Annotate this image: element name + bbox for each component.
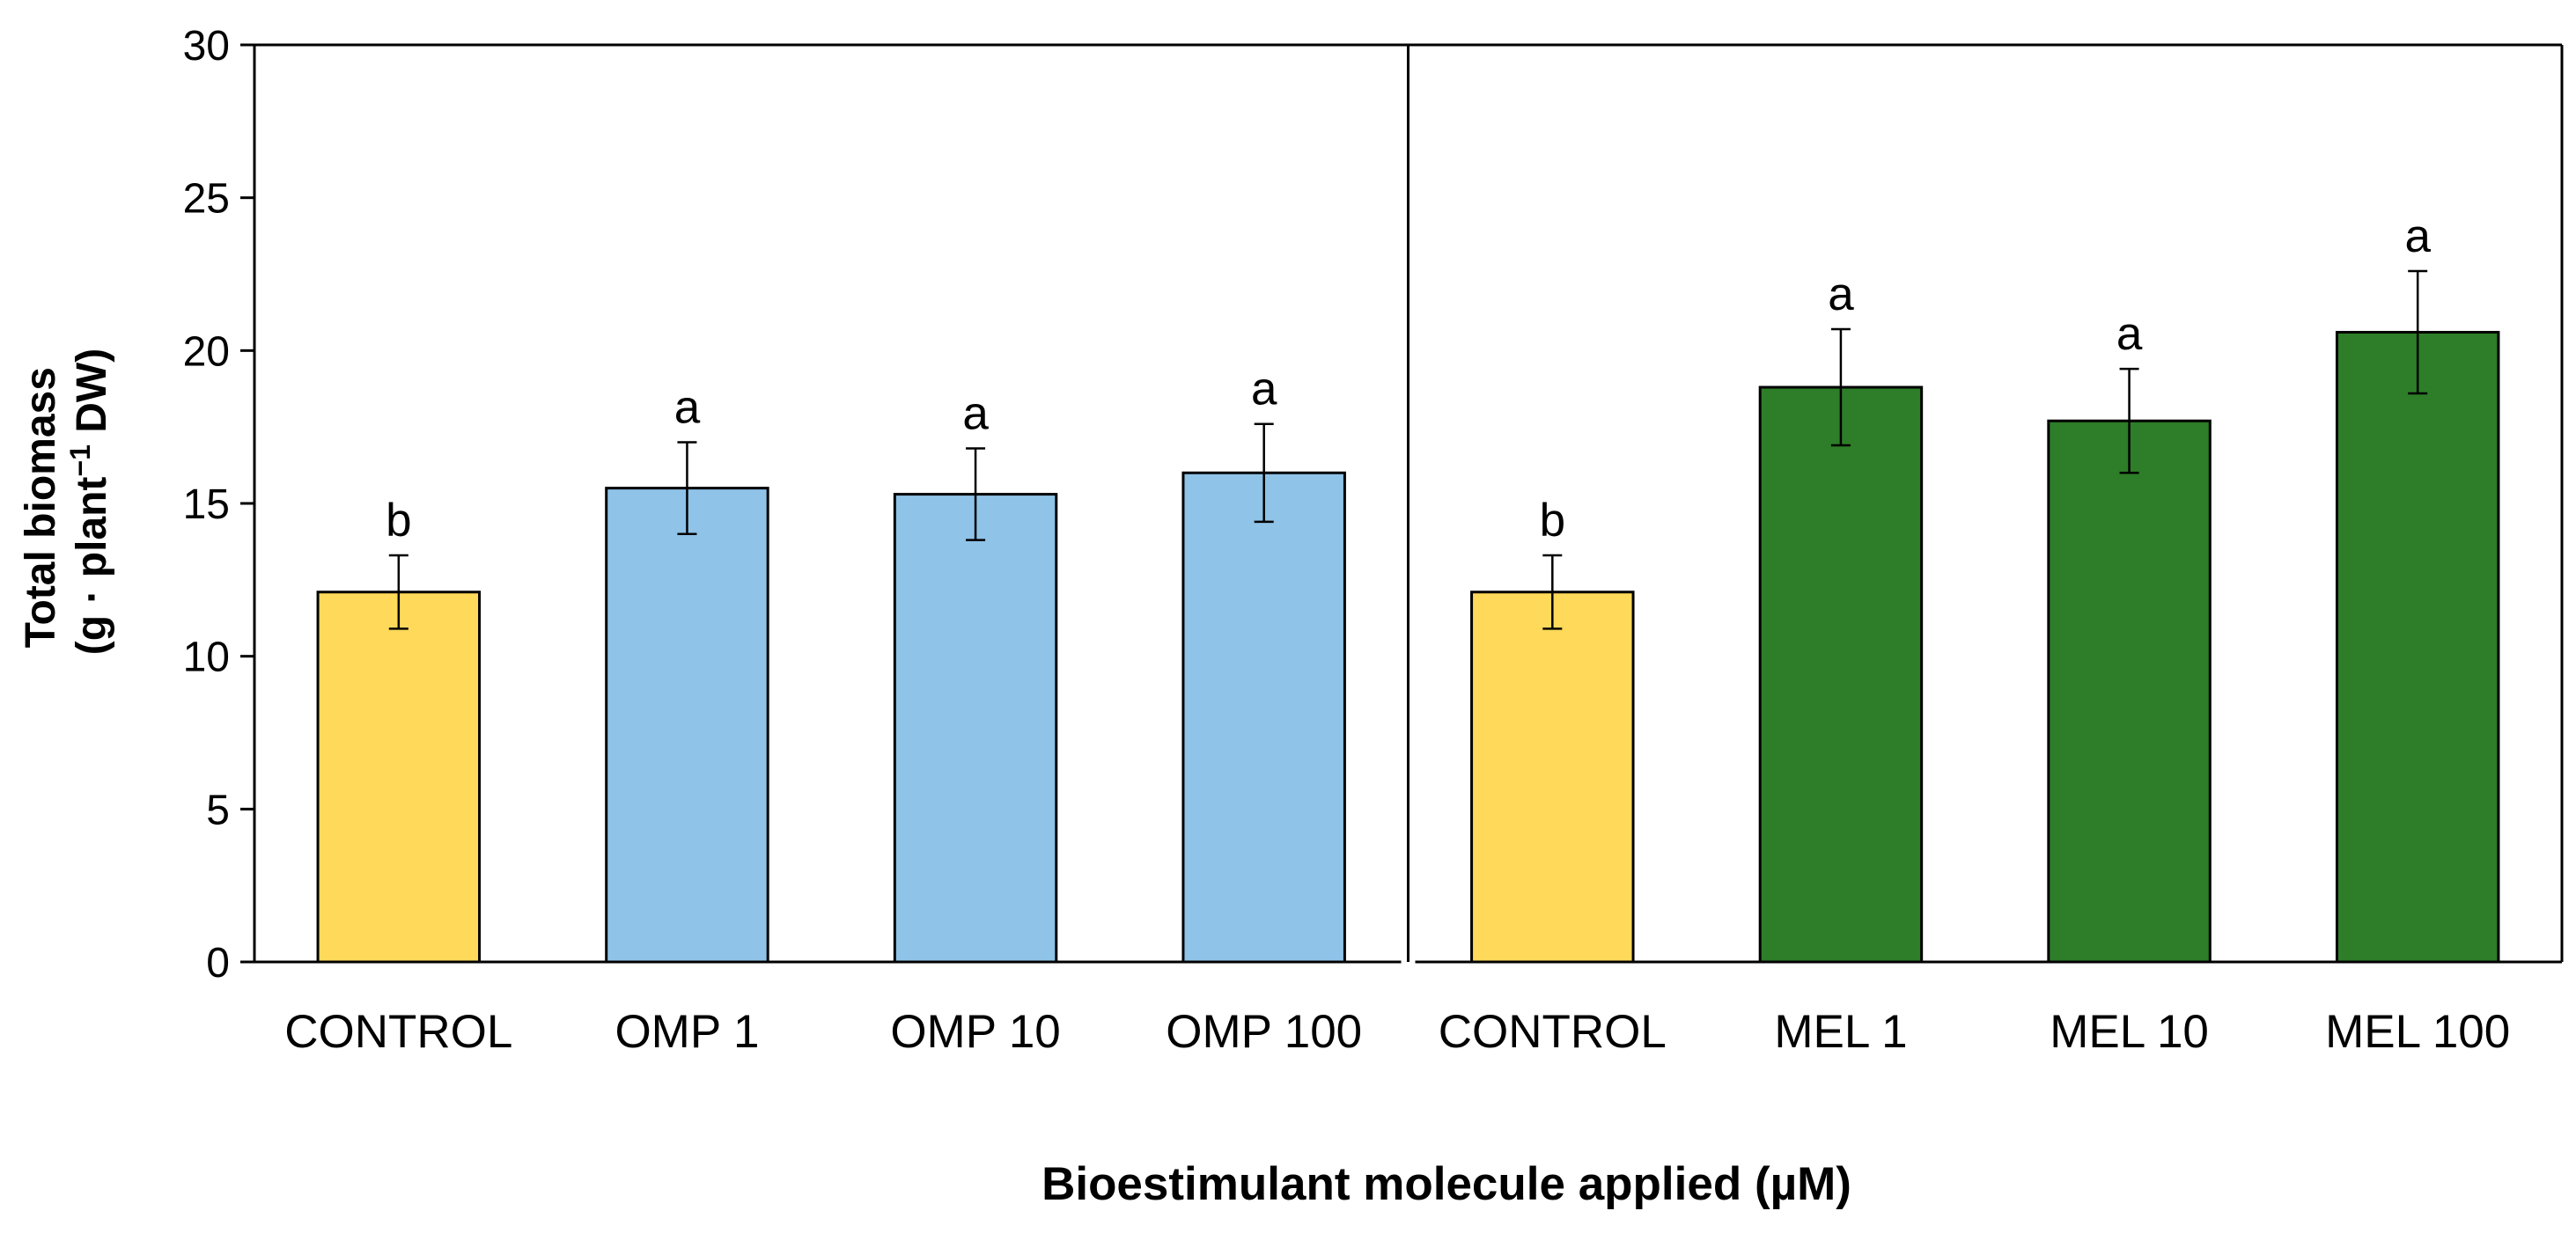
y-axis-title-line2: (g · plant: [69, 477, 115, 656]
significance-letters: b a a a b a a a: [386, 210, 2431, 547]
y-axis: 0 5 10 15 20 25 30: [183, 23, 256, 987]
y-axis-title: Total biomass (g · plant−1 DW): [18, 349, 115, 655]
significance-letter: b: [1540, 495, 1565, 547]
y-tick-label: 20: [183, 328, 230, 375]
significance-letter: a: [2116, 308, 2143, 360]
y-axis-title-line1: Total biomass: [18, 367, 64, 648]
x-category-label: CONTROL: [284, 1006, 512, 1058]
bar: [316, 591, 482, 964]
error-bars: [388, 269, 2428, 630]
significance-letter: b: [386, 495, 411, 547]
y-tick-label: 10: [183, 635, 230, 681]
y-tick-label: 15: [183, 481, 230, 528]
x-category-label: MEL 100: [2325, 1006, 2510, 1058]
x-category-label: MEL 1: [1774, 1006, 1907, 1058]
x-category-label: MEL 10: [2050, 1006, 2209, 1058]
significance-letter: a: [2404, 210, 2431, 262]
y-tick-label: 5: [206, 787, 230, 833]
bar: [1758, 385, 1924, 964]
x-category-label: OMP 1: [615, 1006, 759, 1058]
y-axis-title-superscript: −1: [64, 444, 96, 476]
y-axis-title-units: DW): [69, 349, 115, 444]
plot-frame: [254, 43, 2564, 964]
significance-letter: a: [1251, 363, 1277, 415]
significance-letter: a: [1828, 268, 1854, 320]
bars: [316, 330, 2500, 964]
bar: [605, 487, 769, 964]
bar: [893, 493, 1058, 964]
y-tick-label: 0: [206, 940, 230, 987]
x-category-label: OMP 10: [890, 1006, 1060, 1058]
y-tick-label: 30: [183, 23, 230, 70]
x-category-label: CONTROL: [1439, 1006, 1667, 1058]
bar: [2335, 330, 2500, 964]
bar: [1181, 471, 1346, 964]
x-category-label: OMP 100: [1166, 1006, 1362, 1058]
significance-letter: a: [962, 387, 989, 439]
bar: [2047, 419, 2212, 964]
y-tick-label: 25: [183, 176, 230, 223]
significance-letter: a: [674, 382, 701, 434]
x-axis-title: Bioestimulant molecule applied (µM): [1041, 1158, 1851, 1210]
bar: [1470, 591, 1635, 964]
x-axis: CONTROL OMP 1 OMP 10 OMP 100 CONTROL MEL 1 MEL…: [284, 1006, 2510, 1058]
